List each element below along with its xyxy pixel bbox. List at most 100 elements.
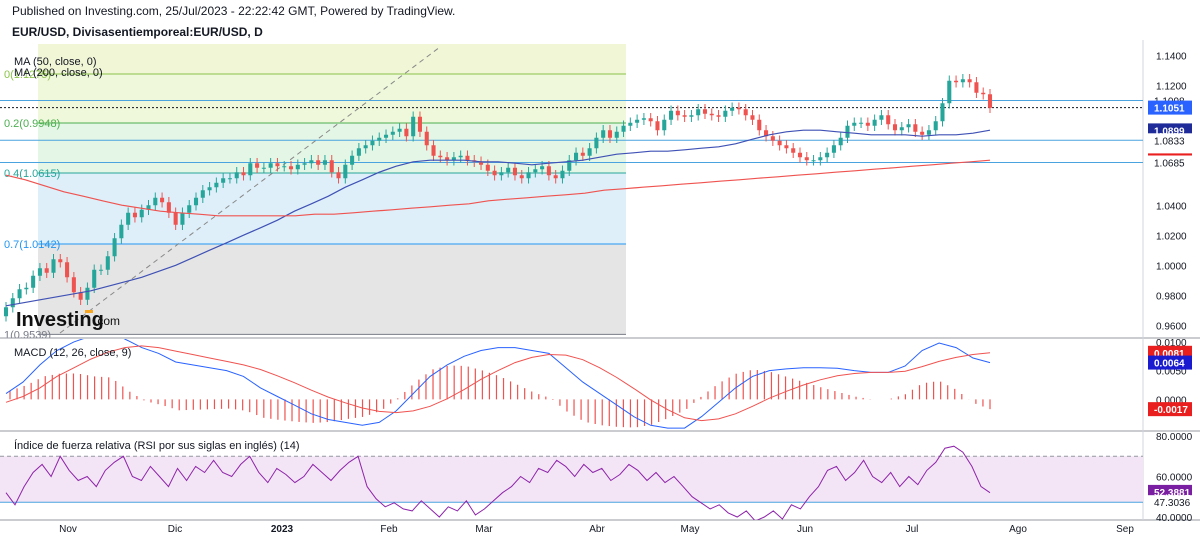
candle-body bbox=[411, 116, 416, 137]
candle-body bbox=[180, 212, 185, 225]
candle-body bbox=[696, 109, 701, 116]
candle-body bbox=[974, 82, 979, 93]
symbol-title: EUR/USD, Divisasentiemporeal:EUR/USD, D bbox=[12, 25, 263, 39]
rsi-tick-label: 80.0000 bbox=[1156, 432, 1193, 443]
candle-body bbox=[947, 80, 952, 104]
candle-body bbox=[336, 172, 341, 179]
candle-body bbox=[920, 131, 925, 135]
macd-line bbox=[5, 339, 991, 429]
candle-body bbox=[702, 109, 708, 114]
candle-body bbox=[526, 172, 531, 179]
price-tick-label: 1.0200 bbox=[1156, 231, 1187, 242]
candle-body bbox=[655, 121, 660, 131]
candle-body bbox=[424, 131, 429, 146]
time-tick-label: Jul bbox=[906, 524, 919, 535]
rsi-level-tag: 47.3036 bbox=[1154, 498, 1191, 509]
logo-text: Investing bbox=[16, 309, 104, 331]
candle-body bbox=[512, 167, 518, 176]
candle-body bbox=[933, 121, 938, 131]
candle-body bbox=[248, 163, 253, 176]
candle-body bbox=[757, 119, 762, 131]
candle-body bbox=[322, 160, 327, 165]
candle-body bbox=[845, 125, 850, 138]
candle-body bbox=[478, 161, 484, 165]
candle-body bbox=[431, 145, 436, 156]
candle-body bbox=[350, 155, 355, 165]
candle-body bbox=[397, 128, 402, 132]
candle-body bbox=[58, 259, 63, 263]
candle-body bbox=[44, 268, 49, 273]
fib-zone bbox=[38, 44, 626, 74]
candle-body bbox=[268, 163, 273, 168]
axis-tags: 1.10981.10511.08991.08331.06991.06850.00… bbox=[1148, 93, 1192, 510]
candle-body bbox=[506, 167, 511, 173]
candle-body bbox=[85, 287, 90, 300]
current-price-tag-bg bbox=[1148, 100, 1192, 115]
candle-body bbox=[723, 110, 728, 117]
candle-body bbox=[831, 145, 836, 153]
candle-body bbox=[770, 136, 775, 141]
candle-body bbox=[669, 110, 674, 120]
candle-body bbox=[356, 148, 361, 156]
candle-body bbox=[940, 103, 945, 122]
candle-body bbox=[954, 80, 959, 83]
candle-body bbox=[716, 115, 721, 117]
candle-body bbox=[445, 157, 450, 161]
logo-suffix: .com bbox=[94, 314, 120, 328]
candle-body bbox=[811, 160, 816, 162]
candle-body bbox=[607, 130, 613, 138]
price-tick-label: 1.1200 bbox=[1156, 81, 1187, 92]
candle-body bbox=[261, 167, 266, 169]
candle-body bbox=[601, 130, 606, 138]
candle-body bbox=[24, 287, 29, 290]
rsi-level-tag-bg bbox=[1148, 495, 1192, 510]
candle-body bbox=[960, 79, 965, 83]
time-tick-label: Sep bbox=[1116, 524, 1134, 535]
macd-tag-bg bbox=[1148, 402, 1192, 417]
candle-body bbox=[879, 115, 884, 120]
candle-body bbox=[682, 115, 687, 117]
candle-body bbox=[295, 164, 300, 170]
time-tick-label: Abr bbox=[589, 524, 605, 535]
candle-body bbox=[377, 137, 382, 141]
candle-body bbox=[370, 140, 375, 146]
logo-accent bbox=[85, 310, 93, 313]
candle-body bbox=[173, 212, 178, 225]
candle-body bbox=[17, 289, 22, 299]
candle-body bbox=[709, 113, 714, 116]
candle-body bbox=[390, 131, 395, 135]
fibonacci-retracement: 1(0.9539) 0.7(1.0142) 0.4(1.0615) 0.2(0.994… bbox=[4, 44, 626, 338]
rsi-tick-label: 40.0000 bbox=[1156, 513, 1193, 524]
price-levels bbox=[0, 100, 1143, 163]
price-axis: 1.1400 1.1200 1.0400 1.0200 1.0000 0.9800 0.96… bbox=[1156, 51, 1193, 524]
candle-body bbox=[383, 134, 389, 138]
price-line-tag-bg bbox=[1148, 155, 1192, 170]
macd-tick-label: 0.0000 bbox=[1156, 395, 1187, 406]
time-tick-label: Ago bbox=[1009, 524, 1027, 535]
macd-tag-bg bbox=[1148, 355, 1192, 370]
macd-tag: -0.0017 bbox=[1154, 405, 1188, 416]
candle-body bbox=[546, 166, 551, 176]
candle-body bbox=[913, 124, 918, 132]
candle-body bbox=[329, 160, 334, 173]
candle-body bbox=[241, 172, 246, 176]
candle-body bbox=[98, 269, 104, 271]
candle-body bbox=[139, 209, 144, 218]
candle-body bbox=[987, 94, 993, 108]
time-tick-label: Feb bbox=[380, 524, 398, 535]
rsi-pane bbox=[0, 445, 1143, 520]
candle-body bbox=[458, 155, 463, 158]
candle-body bbox=[160, 197, 165, 203]
candle-body bbox=[967, 79, 972, 83]
candle-body bbox=[465, 155, 470, 161]
fib-zone bbox=[38, 173, 626, 244]
candle-body bbox=[78, 292, 83, 300]
time-tick-label: 2023 bbox=[271, 524, 294, 535]
candle-body bbox=[580, 152, 585, 156]
candle-body bbox=[825, 152, 830, 158]
candle-body bbox=[621, 125, 626, 132]
time-tick-label: Jun bbox=[797, 524, 813, 535]
candle-body bbox=[553, 175, 558, 179]
candle-body bbox=[981, 92, 986, 95]
